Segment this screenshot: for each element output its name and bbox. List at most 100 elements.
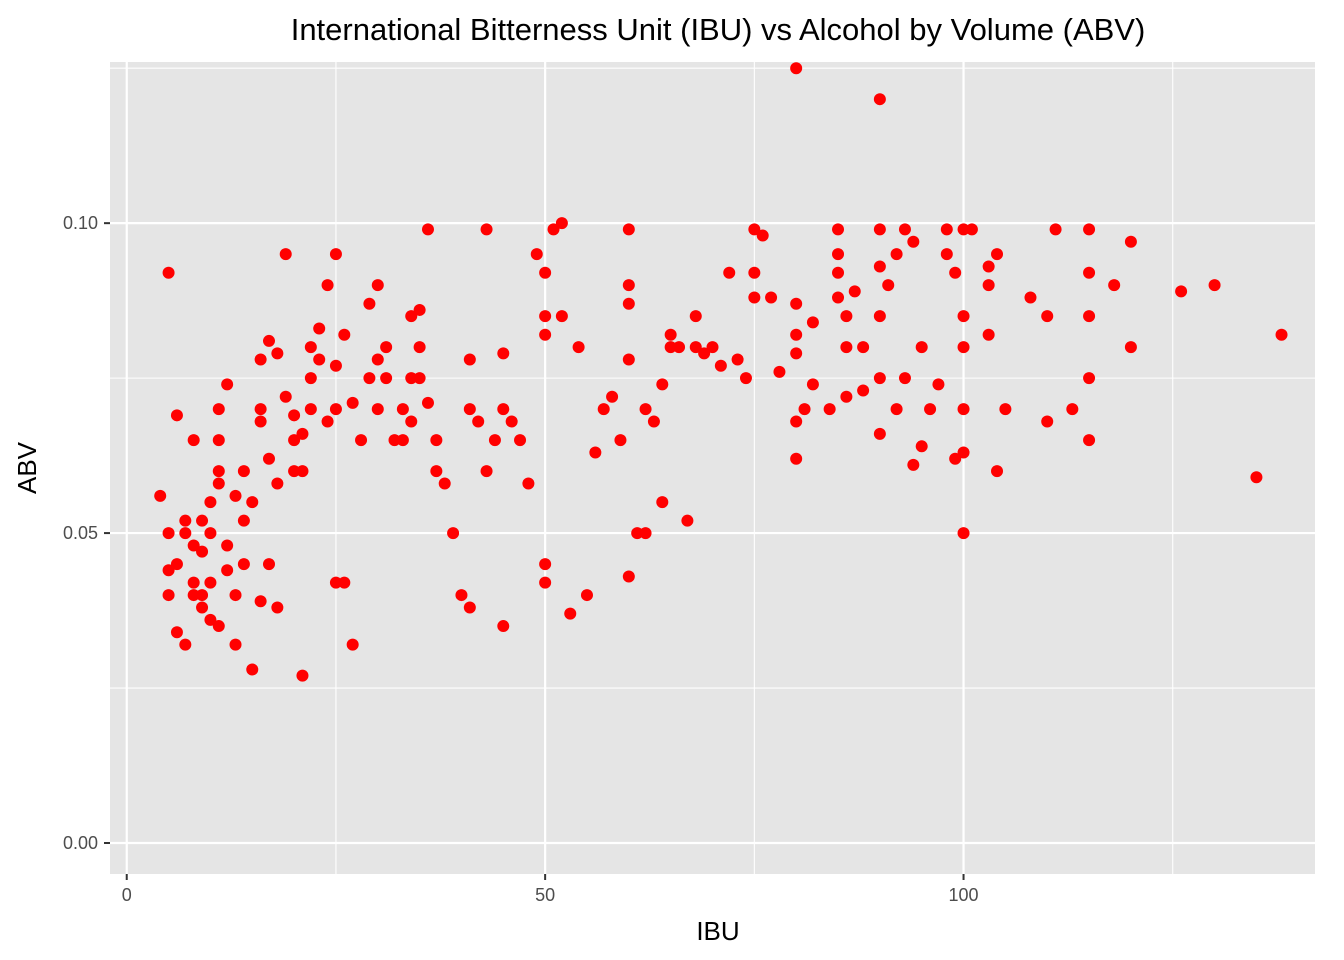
data-point xyxy=(313,353,326,366)
data-point xyxy=(840,310,853,323)
data-point xyxy=(212,403,225,416)
data-point xyxy=(915,341,928,354)
data-point xyxy=(472,415,485,428)
data-point xyxy=(430,465,443,478)
x-tick-label: 0 xyxy=(122,885,132,905)
data-point xyxy=(949,452,962,465)
data-point xyxy=(723,266,736,279)
data-point xyxy=(254,595,267,608)
data-point xyxy=(765,291,778,304)
data-point xyxy=(497,403,510,416)
data-point xyxy=(480,465,493,478)
x-tick-label: 100 xyxy=(949,885,979,905)
data-point xyxy=(413,372,426,385)
data-point xyxy=(957,527,970,540)
data-point xyxy=(196,589,209,602)
y-tick-label: 0.00 xyxy=(63,833,98,853)
x-axis-ticks: 0 50 100 xyxy=(122,874,979,905)
data-point xyxy=(522,477,535,490)
data-point xyxy=(421,223,434,236)
data-point xyxy=(681,514,694,527)
data-point xyxy=(639,403,652,416)
data-point xyxy=(606,390,619,403)
data-point xyxy=(204,576,217,589)
data-point xyxy=(656,496,669,509)
data-point xyxy=(890,403,903,416)
data-point xyxy=(840,390,853,403)
data-point xyxy=(999,403,1012,416)
data-point xyxy=(689,341,702,354)
data-point xyxy=(388,434,401,447)
minor-gridlines xyxy=(110,62,1315,874)
data-point xyxy=(329,576,342,589)
data-point xyxy=(304,341,317,354)
data-point xyxy=(539,328,552,341)
data-point xyxy=(246,496,259,509)
data-point xyxy=(539,576,552,589)
data-point xyxy=(832,291,845,304)
data-point xyxy=(857,341,870,354)
data-point xyxy=(321,415,334,428)
data-point xyxy=(656,378,669,391)
data-point xyxy=(396,434,409,447)
data-point xyxy=(832,223,845,236)
data-point xyxy=(572,341,585,354)
data-point xyxy=(731,353,744,366)
data-point xyxy=(463,601,476,614)
data-point xyxy=(271,347,284,360)
data-point xyxy=(187,539,200,552)
data-point xyxy=(1208,279,1221,292)
data-point xyxy=(187,434,200,447)
data-point xyxy=(539,558,552,571)
data-point xyxy=(179,527,192,540)
data-point xyxy=(1275,328,1288,341)
data-point xyxy=(355,434,368,447)
data-point xyxy=(832,248,845,261)
data-point xyxy=(237,558,250,571)
data-point xyxy=(170,409,183,422)
data-point xyxy=(898,372,911,385)
data-point xyxy=(346,638,359,651)
data-point xyxy=(924,403,937,416)
data-point xyxy=(957,223,970,236)
data-point xyxy=(262,558,275,571)
y-tick-label: 0.10 xyxy=(63,213,98,233)
data-point xyxy=(614,434,627,447)
data-point xyxy=(246,663,259,676)
data-point xyxy=(162,527,175,540)
data-point xyxy=(179,514,192,527)
data-point xyxy=(1124,235,1137,248)
data-point xyxy=(296,465,309,478)
data-point xyxy=(790,415,803,428)
data-point xyxy=(631,527,644,540)
data-point xyxy=(497,347,510,360)
data-point xyxy=(555,217,568,230)
data-point xyxy=(212,620,225,633)
data-point xyxy=(991,248,1004,261)
data-point xyxy=(1083,372,1096,385)
data-point xyxy=(739,372,752,385)
data-point xyxy=(622,223,635,236)
data-point xyxy=(580,589,593,602)
data-point xyxy=(949,266,962,279)
data-point xyxy=(673,341,686,354)
data-point xyxy=(363,297,376,310)
data-point xyxy=(848,285,861,298)
data-point xyxy=(714,359,727,372)
data-point xyxy=(915,440,928,453)
data-point xyxy=(204,613,217,626)
data-point xyxy=(597,403,610,416)
panel-background xyxy=(110,62,1315,874)
data-point xyxy=(689,310,702,323)
data-point xyxy=(304,403,317,416)
data-point xyxy=(221,539,234,552)
x-axis-title: IBU xyxy=(696,916,739,946)
data-point xyxy=(790,62,803,75)
data-point xyxy=(932,378,945,391)
data-point xyxy=(882,279,895,292)
data-point xyxy=(773,365,786,378)
data-point xyxy=(748,266,761,279)
data-point xyxy=(1083,434,1096,447)
data-point xyxy=(622,570,635,583)
